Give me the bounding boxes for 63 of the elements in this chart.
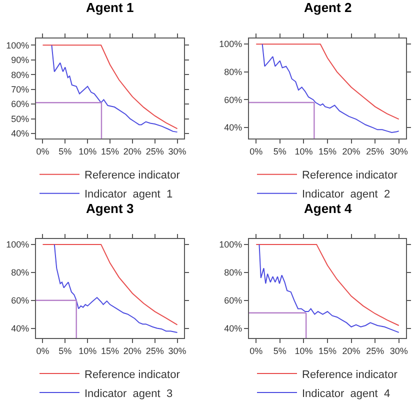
- x-tick-label: 5%: [273, 146, 286, 156]
- x-tick-label: 15%: [100, 146, 120, 156]
- x-tick-label: 30%: [168, 146, 186, 156]
- y-tick-label: 60%: [224, 94, 242, 105]
- x-tick-label: 20%: [123, 146, 142, 156]
- x-tick-label: 5%: [273, 346, 286, 356]
- x-tick-label: 10%: [294, 346, 313, 356]
- y-tick-label: 100%: [6, 240, 30, 250]
- x-tick-label: 5%: [58, 146, 72, 156]
- chart-title: Agent 2: [304, 0, 352, 15]
- legend-label: Indicator agent 2: [302, 188, 390, 201]
- y-tick-label: 80%: [224, 67, 242, 78]
- x-tick-label: 25%: [146, 346, 164, 356]
- chart-title: Agent 3: [86, 201, 134, 216]
- x-tick-label: 5%: [58, 346, 72, 356]
- x-tick-label: 0%: [36, 346, 50, 356]
- y-tick-label: 40%: [11, 323, 30, 334]
- chart-title: Agent 1: [86, 0, 134, 15]
- x-tick-label: 30%: [390, 146, 408, 156]
- y-tick-label: 50%: [11, 114, 30, 124]
- y-tick-label: 90%: [11, 55, 30, 66]
- legend-label: Indicator agent 1: [84, 188, 173, 201]
- y-tick-label: 40%: [224, 323, 242, 334]
- y-tick-label: 40%: [224, 122, 242, 133]
- legend-label: Reference indicator: [84, 368, 180, 381]
- x-tick-label: 0%: [36, 146, 50, 156]
- line-series: [54, 244, 178, 333]
- legend-label: Reference indicator: [302, 368, 398, 381]
- x-tick-label: 20%: [123, 346, 142, 356]
- legend-label: Indicator agent 4: [302, 388, 390, 400]
- y-tick-label: 80%: [11, 268, 30, 278]
- y-tick-label: 40%: [11, 128, 30, 139]
- y-tick-label: 80%: [11, 70, 30, 80]
- y-tick-label: 60%: [11, 295, 30, 306]
- line-series: [262, 44, 400, 133]
- legend-label: Reference indicator: [302, 170, 398, 182]
- y-tick-label: 100%: [219, 39, 242, 50]
- x-tick-label: 25%: [366, 346, 384, 356]
- x-tick-label: 0%: [250, 146, 263, 156]
- x-tick-label: 20%: [342, 146, 360, 156]
- x-tick-label: 15%: [318, 146, 337, 156]
- chart-title: Agent 4: [304, 201, 352, 216]
- x-tick-label: 15%: [100, 346, 120, 356]
- x-tick-label: 15%: [318, 346, 337, 356]
- x-tick-label: 10%: [78, 346, 97, 356]
- x-tick-label: 25%: [146, 146, 164, 156]
- y-tick-label: 80%: [224, 268, 242, 278]
- x-tick-label: 10%: [78, 146, 97, 156]
- line-series: [42, 244, 178, 326]
- y-tick-label: 100%: [6, 40, 30, 50]
- x-tick-label: 20%: [342, 346, 360, 356]
- x-tick-label: 10%: [294, 146, 313, 156]
- y-tick-label: 60%: [224, 295, 242, 306]
- legend-label: Indicator agent 3: [84, 388, 173, 400]
- x-tick-label: 0%: [250, 346, 263, 356]
- x-tick-label: 30%: [168, 346, 186, 356]
- y-tick-label: 60%: [11, 99, 30, 110]
- y-tick-label: 100%: [219, 240, 242, 250]
- legend-label: Reference indicator: [84, 170, 180, 182]
- x-tick-label: 25%: [366, 146, 384, 156]
- line-series: [256, 44, 400, 120]
- y-tick-label: 70%: [11, 84, 30, 94]
- x-tick-label: 30%: [390, 346, 408, 356]
